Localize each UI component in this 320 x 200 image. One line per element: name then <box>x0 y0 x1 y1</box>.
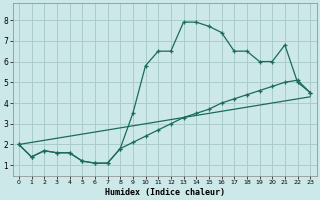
X-axis label: Humidex (Indice chaleur): Humidex (Indice chaleur) <box>105 188 225 197</box>
